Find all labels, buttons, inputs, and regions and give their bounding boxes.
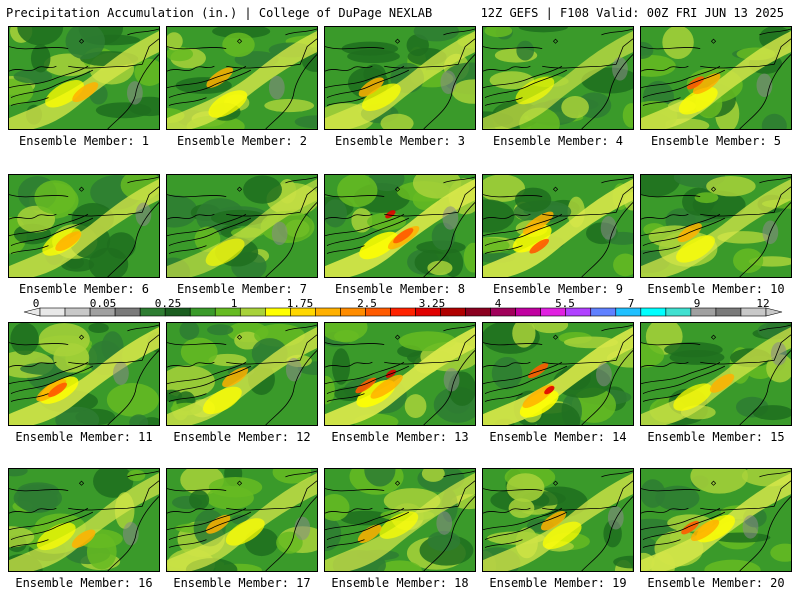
- ensemble-map-14: [482, 322, 634, 426]
- ensemble-map-13: [324, 322, 476, 426]
- ensemble-member-label: Ensemble Member: 16: [15, 576, 153, 590]
- precip-map-image: [167, 175, 317, 277]
- ensemble-map-4: [482, 26, 634, 130]
- colorbar-tick-label: 5.5: [555, 297, 575, 310]
- ensemble-member-label: Ensemble Member: 5: [650, 134, 782, 148]
- precip-map-image: [483, 27, 633, 129]
- precip-map-image: [167, 27, 317, 129]
- colorbar-tick-label: 2.5: [357, 297, 377, 310]
- precip-map-image: [641, 323, 791, 425]
- precip-map-image: [167, 323, 317, 425]
- precip-map-image: [641, 175, 791, 277]
- colorbar-swatch: [515, 307, 541, 317]
- ensemble-member-label: Ensemble Member: 11: [15, 430, 153, 444]
- ensemble-member-label: Ensemble Member: 2: [176, 134, 308, 148]
- ensemble-member-label: Ensemble Member: 1: [18, 134, 150, 148]
- colorbar-tick-label: 4: [494, 297, 502, 310]
- ensemble-map-6: [8, 174, 160, 278]
- ensemble-map-5: [640, 26, 792, 130]
- colorbar-tick-label: 1.75: [286, 297, 314, 310]
- precip-map-image: [9, 27, 159, 129]
- ensemble-map-7: [166, 174, 318, 278]
- precip-map-image: [641, 469, 791, 571]
- ensemble-member-label: Ensemble Member: 20: [647, 576, 785, 590]
- colorbar-swatch: [315, 307, 341, 317]
- colorbar-swatch: [64, 307, 91, 317]
- precip-map-image: [9, 323, 159, 425]
- ensemble-member-label: Ensemble Member: 18: [331, 576, 469, 590]
- ensemble-member-label: Ensemble Member: 8: [334, 282, 466, 296]
- ensemble-map-19: [482, 468, 634, 572]
- ensemble-member-label: Ensemble Member: 4: [492, 134, 624, 148]
- colorbar-swatch: [465, 307, 491, 317]
- colorbar-tick-label: 3.25: [418, 297, 446, 310]
- colorbar-swatch: [390, 307, 416, 317]
- colorbar-tick-label: 7: [627, 297, 635, 310]
- precip-map-image: [325, 27, 475, 129]
- ensemble-member-label: Ensemble Member: 12: [173, 430, 311, 444]
- ensemble-map-3: [324, 26, 476, 130]
- colorbar-swatch: [640, 307, 667, 317]
- ensemble-member-label: Ensemble Member: 10: [647, 282, 785, 296]
- ensemble-member-label: Ensemble Member: 14: [489, 430, 627, 444]
- ensemble-member-label: Ensemble Member: 3: [334, 134, 466, 148]
- ensemble-member-label: Ensemble Member: 19: [489, 576, 627, 590]
- precip-map-image: [9, 469, 159, 571]
- chart-title: Precipitation Accumulation (in.) | Colle…: [6, 6, 433, 20]
- precip-map-image: [9, 175, 159, 277]
- ensemble-member-label: Ensemble Member: 15: [647, 430, 785, 444]
- ensemble-map-2: [166, 26, 318, 130]
- ensemble-map-1: [8, 26, 160, 130]
- colorbar-tick-label: 9: [693, 297, 701, 310]
- colorbar-tick-label: 0.25: [154, 297, 182, 310]
- colorbar-swatch: [114, 307, 141, 317]
- precip-map-image: [325, 469, 475, 571]
- ensemble-member-label: Ensemble Member: 9: [492, 282, 624, 296]
- ensemble-map-18: [324, 468, 476, 572]
- colorbar-swatch: [189, 307, 216, 317]
- precip-map-image: [483, 175, 633, 277]
- ensemble-map-15: [640, 322, 792, 426]
- ensemble-map-17: [166, 468, 318, 572]
- ensemble-map-12: [166, 322, 318, 426]
- ensemble-member-label: Ensemble Member: 17: [173, 576, 311, 590]
- colorbar: [23, 307, 783, 317]
- ensemble-map-16: [8, 468, 160, 572]
- colorbar-tick-label: 12: [756, 297, 770, 310]
- precip-map-image: [325, 323, 475, 425]
- precip-map-image: [325, 175, 475, 277]
- colorbar-swatch: [239, 307, 266, 317]
- precip-map-image: [483, 469, 633, 571]
- model-run-label: 12Z GEFS | F108 Valid: 00Z FRI JUN 13 20…: [480, 6, 784, 20]
- precip-map-image: [167, 469, 317, 571]
- precip-map-image: [641, 27, 791, 129]
- colorbar-swatch: [39, 307, 66, 317]
- colorbar-tick-label: 1: [230, 297, 238, 310]
- ensemble-member-label: Ensemble Member: 7: [176, 282, 308, 296]
- ensemble-map-20: [640, 468, 792, 572]
- ensemble-member-label: Ensemble Member: 6: [18, 282, 150, 296]
- ensemble-member-label: Ensemble Member: 13: [331, 430, 469, 444]
- colorbar-swatch: [715, 307, 742, 317]
- colorbar-tick-label: 0: [32, 297, 40, 310]
- ensemble-map-8: [324, 174, 476, 278]
- ensemble-map-10: [640, 174, 792, 278]
- colorbar-swatch: [665, 307, 692, 317]
- colorbar-swatch: [590, 307, 617, 317]
- ensemble-map-9: [482, 174, 634, 278]
- ensemble-map-11: [8, 322, 160, 426]
- colorbar-tick-label: 0.05: [89, 297, 117, 310]
- precip-map-image: [483, 323, 633, 425]
- colorbar-right-arrow: [765, 307, 783, 317]
